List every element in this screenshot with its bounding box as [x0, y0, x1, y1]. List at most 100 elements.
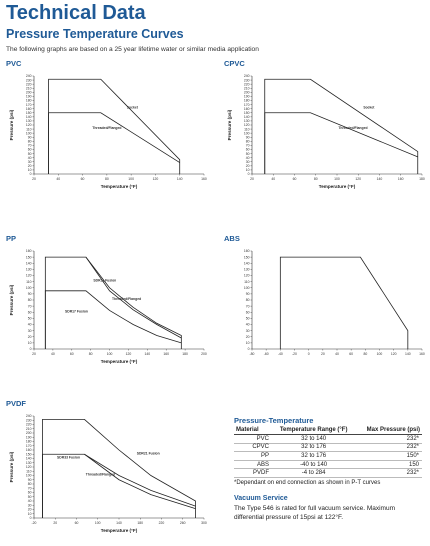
- y-tick-label: 100: [244, 286, 250, 290]
- pt-cell-range: -40 to 140: [272, 460, 356, 470]
- intro-text: The following graphs are based on a 25 y…: [6, 46, 259, 53]
- y-tick-label: 150: [26, 452, 32, 456]
- y-tick-label: 100: [26, 286, 32, 290]
- x-tick-label: 100: [334, 177, 340, 181]
- pt-table-title: Pressure-Temperature: [234, 416, 314, 425]
- x-tick-label: 100: [128, 177, 134, 181]
- y-tick-label: 240: [26, 414, 32, 418]
- y-tick-label: 100: [244, 131, 250, 135]
- series-label: Threaded/Flanged: [112, 297, 141, 301]
- x-tick-label: 120: [153, 177, 159, 181]
- chart-title: PVC: [6, 59, 22, 68]
- y-tick-label: 80: [246, 140, 250, 144]
- x-tick-label: 160: [163, 352, 169, 356]
- x-tick-label: 220: [159, 521, 165, 525]
- y-tick-label: 20: [28, 508, 32, 512]
- y-tick-label: 10: [28, 168, 32, 172]
- x-tick-label: -40: [278, 352, 283, 356]
- y-tick-label: 190: [26, 435, 32, 439]
- y-tick-label: 70: [28, 486, 32, 490]
- y-tick-label: 120: [26, 274, 32, 278]
- y-tick-label: 160: [26, 249, 32, 253]
- y-tick-label: 100: [26, 474, 32, 478]
- y-tick-label: 130: [244, 268, 250, 272]
- series-line-curve: [279, 256, 409, 349]
- table-row: PP 32 to 176 150*: [234, 451, 422, 461]
- y-tick-label: 80: [28, 482, 32, 486]
- series-label: Threaded/Flanged: [92, 126, 121, 130]
- y-tick-label: 200: [244, 91, 250, 95]
- y-tick-label: 150: [244, 255, 250, 259]
- x-tick-label: 160: [398, 177, 404, 181]
- x-tick-label: 20: [32, 177, 36, 181]
- table-row: PVDF -4 to 284 232*: [234, 468, 422, 478]
- y-tick-label: 40: [28, 499, 32, 503]
- x-tick-label: 0: [308, 352, 310, 356]
- pt-cell-material: ABS: [234, 460, 272, 470]
- chart-pp: PP 0 10 20 30 40 50 60 70 80 90 100 110 120 130 140 150 1…: [4, 233, 210, 375]
- y-tick-label: 140: [244, 261, 250, 265]
- x-tick-label: 120: [355, 177, 361, 181]
- x-tick-label: 180: [182, 352, 188, 356]
- y-tick-label: 60: [246, 310, 250, 314]
- y-tick-label: 50: [246, 152, 250, 156]
- y-tick-label: 110: [244, 127, 250, 131]
- y-tick-label: 110: [244, 280, 250, 284]
- y-tick-label: 0: [248, 172, 250, 176]
- y-tick-label: 80: [28, 140, 32, 144]
- y-tick-label: 140: [26, 457, 32, 461]
- page-title: Technical Data: [6, 2, 146, 24]
- y-tick-label: 40: [246, 323, 250, 327]
- y-tick-label: 20: [246, 164, 250, 168]
- chart-cpvc: CPVC 0 10 20 30 40 50 60 70 80 90 100 110 120 130 140 15…: [222, 58, 428, 200]
- y-tick-label: 60: [28, 310, 32, 314]
- series-label: Socket: [363, 106, 375, 110]
- y-tick-label: 200: [26, 431, 32, 435]
- y-tick-label: 90: [28, 135, 32, 139]
- y-tick-label: 50: [28, 317, 32, 321]
- y-tick-label: 170: [244, 103, 250, 107]
- x-tick-label: 120: [126, 352, 132, 356]
- x-tick-label: 140: [177, 177, 183, 181]
- y-tick-label: 150: [244, 111, 250, 115]
- pt-header-range: Temperature Range (°F): [272, 426, 356, 435]
- series-label: Threaded/Flanged: [338, 126, 367, 130]
- y-tick-label: 220: [244, 82, 250, 86]
- chart-abs-svg: ABS 0 10 20 30 40 50 60 70 80 90 100 110 120 130 140 150…: [224, 234, 425, 356]
- x-tick-label: 160: [201, 177, 207, 181]
- x-tick-label: 80: [89, 352, 93, 356]
- y-tick-label: 110: [26, 127, 32, 131]
- y-tick-label: 220: [26, 82, 32, 86]
- y-tick-label: 160: [244, 249, 250, 253]
- x-tick-label: 200: [201, 352, 207, 356]
- x-tick-label: 140: [116, 521, 122, 525]
- pt-header-max: Max Pressure (psi): [355, 426, 422, 435]
- y-tick-label: 10: [246, 341, 250, 345]
- y-tick-label: 70: [246, 304, 250, 308]
- x-tick-label: 100: [107, 352, 113, 356]
- y-tick-label: 120: [244, 123, 250, 127]
- x-tick-label: -80: [250, 352, 255, 356]
- chart-pvc-svg: PVC0102030405060708090100110120130140150…: [6, 59, 207, 189]
- y-tick-label: 130: [26, 268, 32, 272]
- y-tick-label: 170: [26, 444, 32, 448]
- chart-pvdf-svg: PVDF010203040506070809010011012013014015…: [6, 399, 207, 533]
- y-tick-label: 70: [246, 144, 250, 148]
- y-tick-label: 240: [244, 74, 250, 78]
- pt-cell-material: CPVC: [234, 443, 272, 453]
- pt-header-material: Material: [234, 426, 272, 435]
- series-label: Socket: [127, 106, 139, 110]
- series-line-threaded-flanged: [48, 112, 180, 174]
- x-tick-label: 80: [105, 177, 109, 181]
- y-tick-label: 220: [26, 423, 32, 427]
- series-label: Threaded/Flanged: [86, 473, 115, 477]
- y-tick-label: 0: [248, 347, 250, 351]
- y-tick-label: 10: [246, 168, 250, 172]
- y-tick-label: 120: [244, 274, 250, 278]
- pt-cell-material: PVC: [234, 434, 272, 444]
- y-tick-label: 210: [26, 86, 32, 90]
- table-row: CPVC 32 to 176 232*: [234, 443, 422, 453]
- pt-table-note: *Dependant on end connection as shown in…: [234, 479, 381, 486]
- pt-cell-range: -4 to 284: [272, 468, 356, 478]
- y-tick-label: 110: [26, 469, 32, 473]
